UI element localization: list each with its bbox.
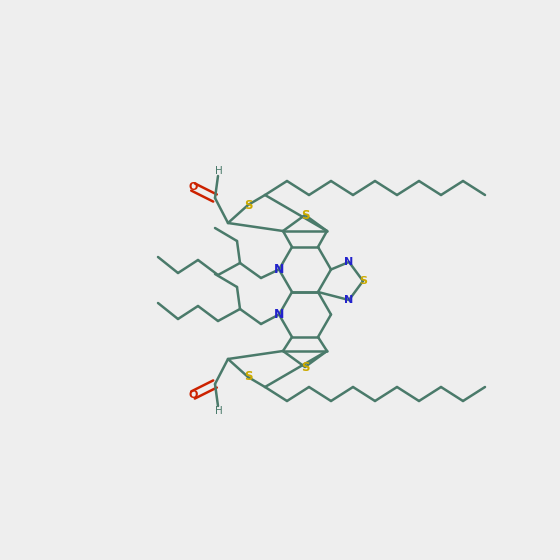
Text: S: S <box>301 208 309 222</box>
Text: O: O <box>188 182 198 192</box>
Text: N: N <box>344 295 353 305</box>
Text: N: N <box>274 308 284 321</box>
Text: H: H <box>215 166 223 176</box>
Text: S: S <box>359 276 367 286</box>
Text: N: N <box>344 257 353 267</box>
Text: S: S <box>244 198 252 212</box>
Text: N: N <box>274 263 284 276</box>
Text: H: H <box>215 406 223 416</box>
Text: S: S <box>244 371 252 384</box>
Text: O: O <box>188 390 198 400</box>
Text: S: S <box>301 361 309 374</box>
